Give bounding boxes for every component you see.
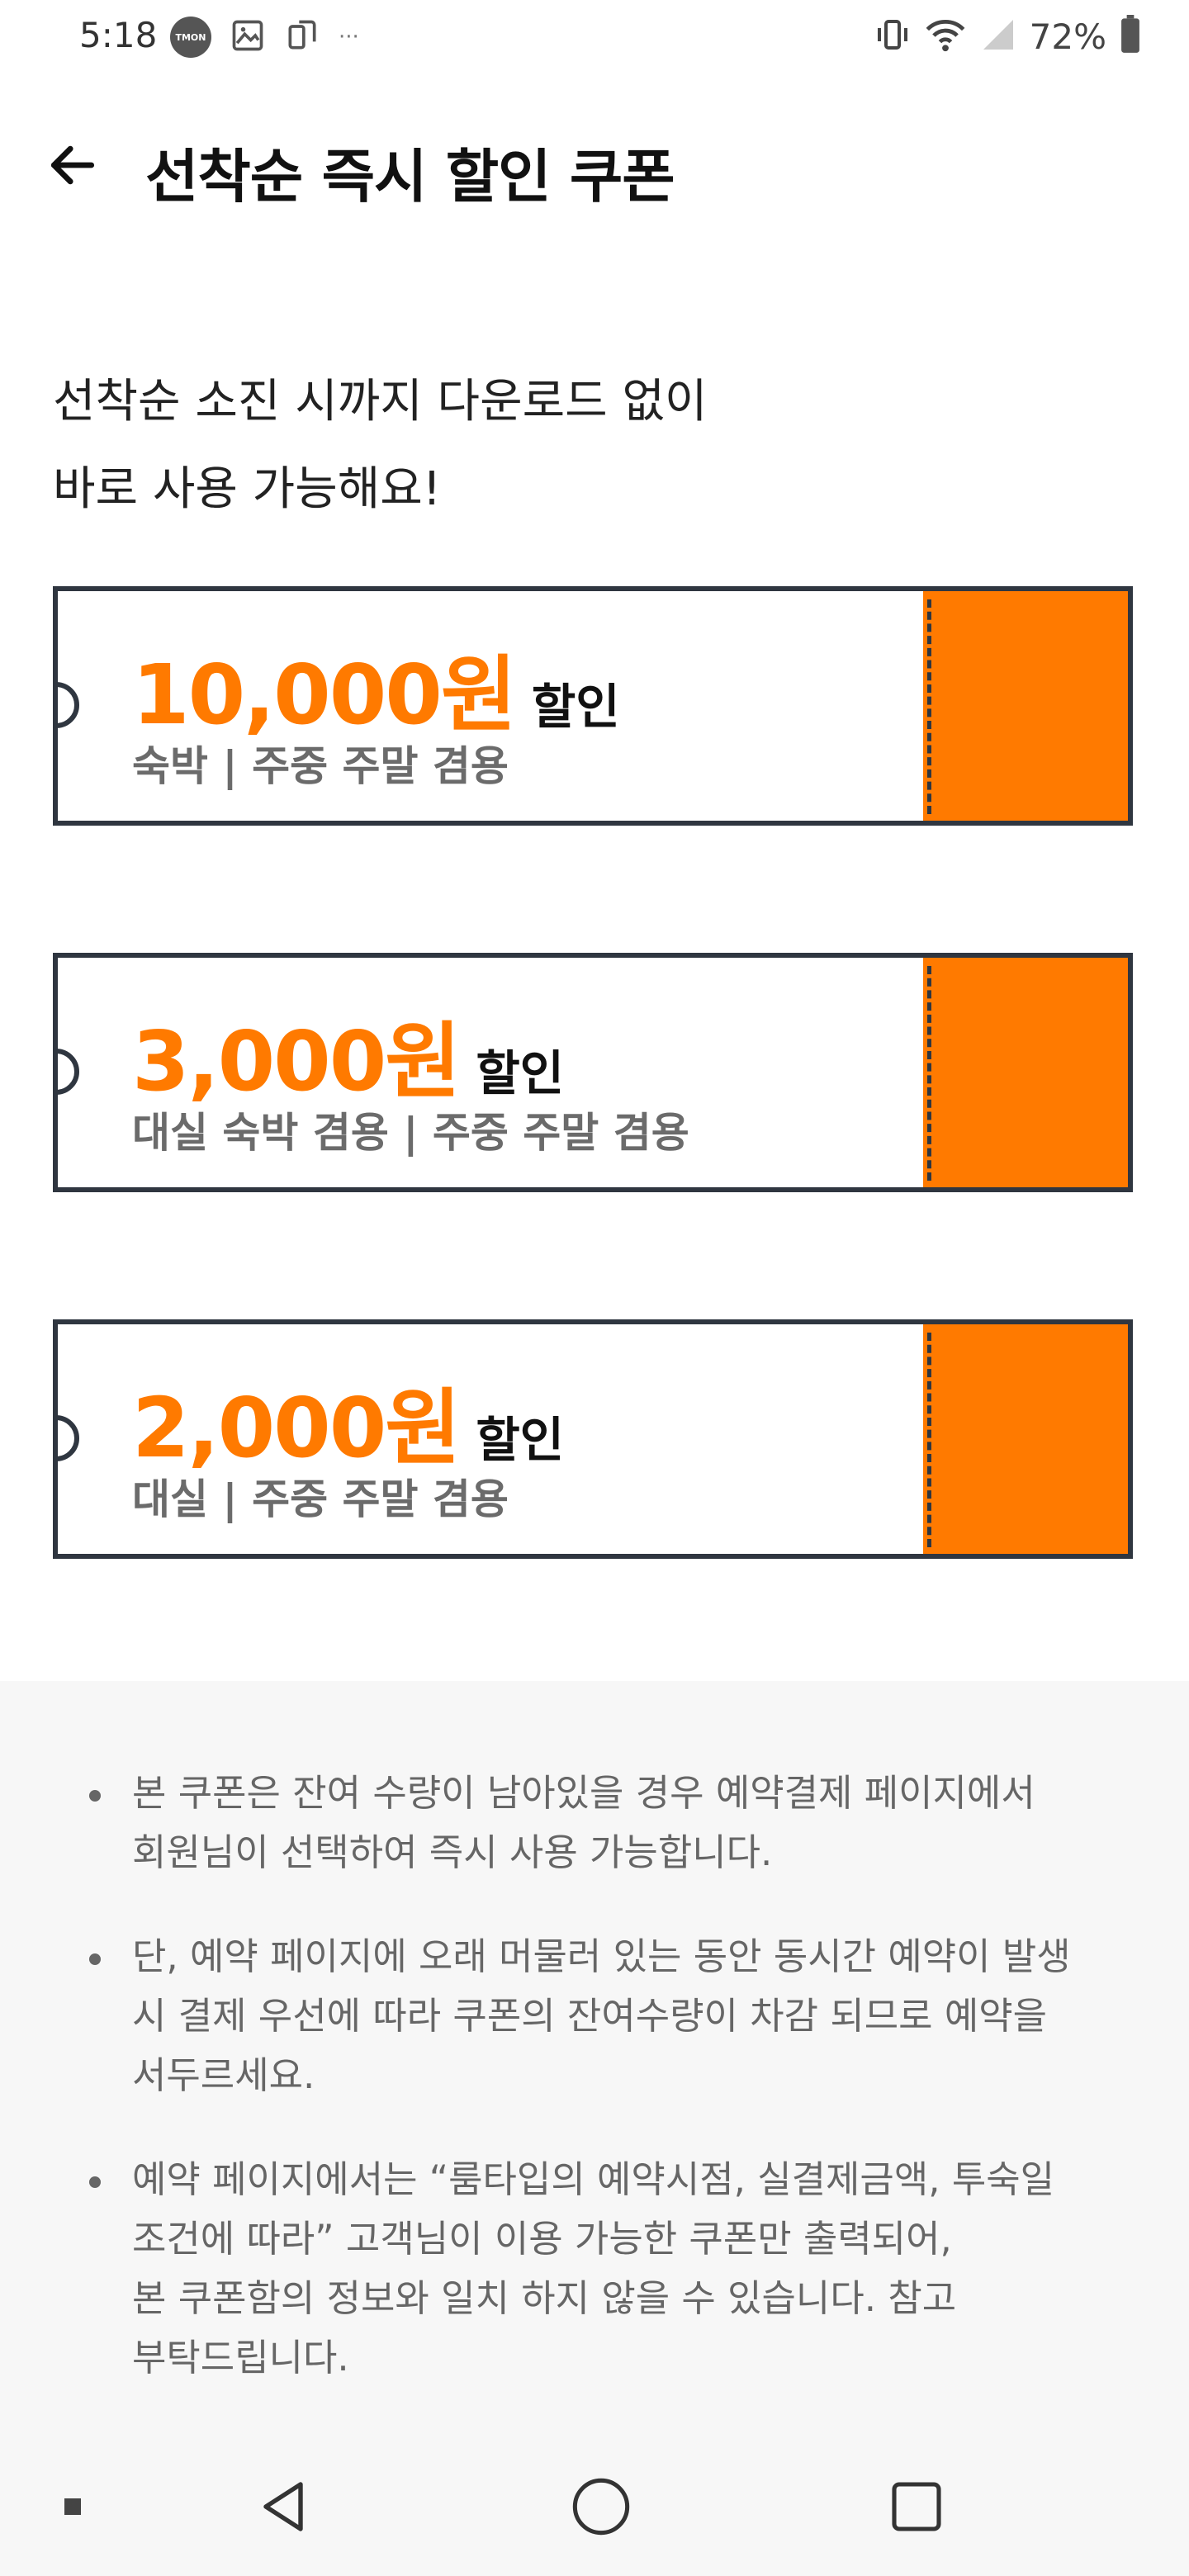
bullet-dot <box>89 1790 101 1802</box>
coupon-description: 대실 숙박 겸용 | 주중 주말 겸용 <box>132 1109 689 1157</box>
coupon-card-1[interactable]: 10,000원 할인 숙박 | 주중 주말 겸용 <box>53 586 1133 826</box>
coupon-description: 대실 | 주중 주말 겸용 <box>132 1475 509 1523</box>
coupon-amount-row: 3,000원 할인 <box>132 994 564 1114</box>
intro-text: 선착순 소진 시까지 다운로드 없이 바로 사용 가능해요! <box>53 358 1126 533</box>
coupon-suffix: 할인 <box>476 1412 565 1468</box>
signal-icon <box>978 15 1018 58</box>
coupon-card-3[interactable]: 2,000원 할인 대실 | 주중 주말 겸용 <box>53 1319 1133 1559</box>
bullet-dot <box>89 2176 101 2188</box>
page-title: 선착순 즉시 할인 쿠폰 <box>145 143 675 211</box>
nav-recents-button[interactable] <box>850 2441 983 2576</box>
coupon-perforation <box>927 599 931 814</box>
notice-line: 회원님이 선택하여 즉시 사용 가능합니다. <box>132 1830 773 1874</box>
coupon-notch <box>58 1049 79 1095</box>
gallery-icon <box>230 17 266 57</box>
wifi-icon <box>924 15 967 58</box>
coupon-perforation <box>927 966 931 1181</box>
coupon-amount: 10,000원 <box>132 646 517 743</box>
battery-icon <box>1118 15 1143 58</box>
coupon-stub[interactable] <box>923 1324 1128 1554</box>
vibrate-icon <box>873 15 912 58</box>
arrow-left-icon <box>45 137 101 197</box>
coupon-notch <box>58 682 79 728</box>
screen-mirror-icon <box>284 17 320 57</box>
coupon-amount: 3,000원 <box>132 1013 461 1110</box>
coupon-amount-row: 10,000원 할인 <box>132 627 620 747</box>
notice-line: 본 쿠폰함의 정보와 일치 하지 않을 수 있습니다. 참고 <box>132 2276 957 2320</box>
coupon-description: 숙박 | 주중 주말 겸용 <box>132 742 509 790</box>
tmon-app-icon: TMON <box>170 17 211 58</box>
notice-item: 본 쿠폰은 기간 선착순 중점으로 조기 종료될 수 있습니다 <box>0 2432 1189 2441</box>
bullet-dot <box>89 1953 101 1965</box>
notice-line: 조건에 따라” 고객님이 이용 가능한 쿠폰만 출력되어, <box>132 2217 952 2261</box>
coupon-stub[interactable] <box>923 958 1128 1187</box>
recent-dot-button[interactable] <box>7 2441 139 2576</box>
back-button[interactable] <box>40 134 106 200</box>
notice-item: 본 쿠폰은 잔여 수량이 남아있을 경우 예약결제 페이지에서 회원님이 선택하… <box>0 1764 1189 1882</box>
coupon-suffix: 할인 <box>476 1045 565 1101</box>
coupon-perforation <box>927 1333 931 1547</box>
intro-line-1: 선착순 소진 시까지 다운로드 없이 <box>53 375 708 429</box>
nav-home-button[interactable] <box>535 2441 667 2576</box>
more-indicator: ··· <box>339 25 359 50</box>
nav-home-icon <box>570 2475 632 2541</box>
notice-line: 부탁드립니다. <box>132 2336 349 2379</box>
coupon-notch <box>58 1415 79 1461</box>
notice-item: 예약 페이지에서는 “룸타입의 예약시점, 실결제금액, 투숙일 조건에 따라”… <box>0 2150 1189 2388</box>
status-right-icons: 72% <box>873 15 1143 58</box>
coupon-suffix: 할인 <box>531 679 620 735</box>
nav-recents-icon <box>887 2477 946 2540</box>
status-bar: 5:18 TMON ··· 72% <box>0 0 1189 76</box>
notice-line: 단, 예약 페이지에 오래 머물러 있는 동안 동시간 예약이 발생 <box>132 1934 1071 1978</box>
nav-back-button[interactable] <box>220 2441 352 2576</box>
navigation-bar <box>0 2441 1189 2576</box>
notice-line: 서두르세요. <box>132 2053 315 2097</box>
notice-line: 본 쿠폰은 기간 선착순 중점으로 조기 종료될 수 있습니다 <box>132 2432 1123 2441</box>
notice-line: 예약 페이지에서는 “룸타입의 예약시점, 실결제금액, 투숙일 <box>132 2157 1055 2201</box>
battery-percent: 72% <box>1029 16 1106 57</box>
notice-line: 본 쿠폰은 잔여 수량이 남아있을 경우 예약결제 페이지에서 <box>132 1771 1035 1815</box>
coupon-amount: 2,000원 <box>132 1380 461 1476</box>
coupon-stub[interactable] <box>923 591 1128 821</box>
coupon-card-2[interactable]: 3,000원 할인 대실 숙박 겸용 | 주중 주말 겸용 <box>53 953 1133 1192</box>
app-header: 선착순 즉시 할인 쿠폰 <box>0 116 1189 215</box>
intro-line-2: 바로 사용 가능해요! <box>53 462 442 516</box>
notice-item: 단, 예약 페이지에 오래 머물러 있는 동안 동시간 예약이 발생 시 결제 … <box>0 1927 1189 2105</box>
coupon-amount-row: 2,000원 할인 <box>132 1361 564 1480</box>
status-left-icons: TMON ··· <box>170 17 359 58</box>
notice-list: 본 쿠폰은 잔여 수량이 남아있을 경우 예약결제 페이지에서 회원님이 선택하… <box>0 1764 1189 2441</box>
nav-back-icon <box>256 2477 315 2540</box>
status-time: 5:18 <box>79 15 158 55</box>
recent-dot-icon <box>63 2497 83 2520</box>
notice-line: 시 결제 우선에 따라 쿠폰의 잔여수량이 차감 되므로 예약을 <box>132 1994 1048 2038</box>
notice-section: 본 쿠폰은 잔여 수량이 남아있을 경우 예약결제 페이지에서 회원님이 선택하… <box>0 1681 1189 2441</box>
